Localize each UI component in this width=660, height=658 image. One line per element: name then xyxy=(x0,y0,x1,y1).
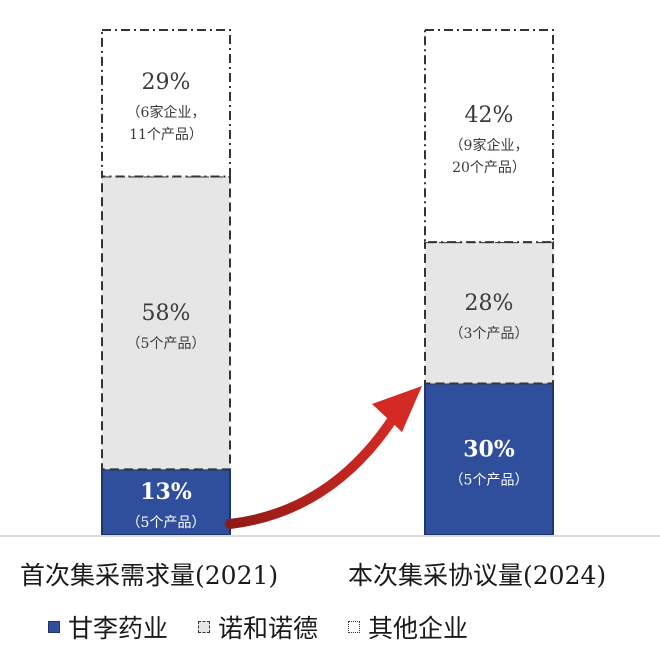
legend-item-ganli: 甘李药业 xyxy=(48,609,168,645)
legend-swatch-others xyxy=(348,621,361,633)
data-label-novo-0: 58% xyxy=(142,301,191,326)
legend-label-novo: 诺和诺德 xyxy=(218,614,319,643)
data-sublabel-novo-1-0: （3个产品） xyxy=(450,326,529,342)
data-sublabel-ganli-1-0: （5个产品） xyxy=(450,472,529,488)
growth-arrow-head xyxy=(372,386,422,432)
data-sublabel-others-1-1: 20个产品） xyxy=(452,160,526,176)
data-label-novo-1: 28% xyxy=(465,291,514,316)
chart-legend: 甘李药业 诺和诺德 其他企业 xyxy=(48,609,498,645)
growth-arrow xyxy=(225,415,397,529)
bar-segment-ganli-0 xyxy=(101,468,231,537)
data-label-ganli-1: 30% xyxy=(463,436,515,462)
legend-item-others: 其他企业 xyxy=(348,609,468,645)
chart-baseline xyxy=(0,535,660,537)
data-sublabel-others-0-1: 11个产品） xyxy=(129,127,203,143)
category-label-2024: 本次集采协议量(2024) xyxy=(348,561,607,590)
data-sublabel-others-0-0: （6家企业， xyxy=(127,104,206,121)
legend-label-others: 其他企业 xyxy=(368,614,469,643)
bar-segment-others-0 xyxy=(101,29,231,178)
stacked-bar-chart: 13% （5个产品） 58% （5个产品） 29% （6家企业， 11个产品） 30% （5个产… xyxy=(101,29,554,537)
legend-swatch-novo xyxy=(198,621,211,633)
data-sublabel-novo-0-0: （5个产品） xyxy=(127,336,206,352)
data-label-others-0: 29% xyxy=(142,70,191,95)
data-sublabel-others-1-0: （9家企业， xyxy=(450,137,529,154)
legend-item-novo: 诺和诺德 xyxy=(198,609,318,645)
data-label-ganli-0: 13% xyxy=(140,479,192,505)
bar-segment-novo-0 xyxy=(101,175,231,471)
legend-swatch-ganli xyxy=(48,621,60,633)
legend-label-ganli: 甘李药业 xyxy=(68,614,169,643)
category-label-2021: 首次集采需求量(2021) xyxy=(20,561,279,590)
data-label-others-1: 42% xyxy=(465,103,514,128)
bar-segment-others-1 xyxy=(424,29,554,244)
data-sublabel-ganli-0-0: （5个产品） xyxy=(127,515,206,531)
